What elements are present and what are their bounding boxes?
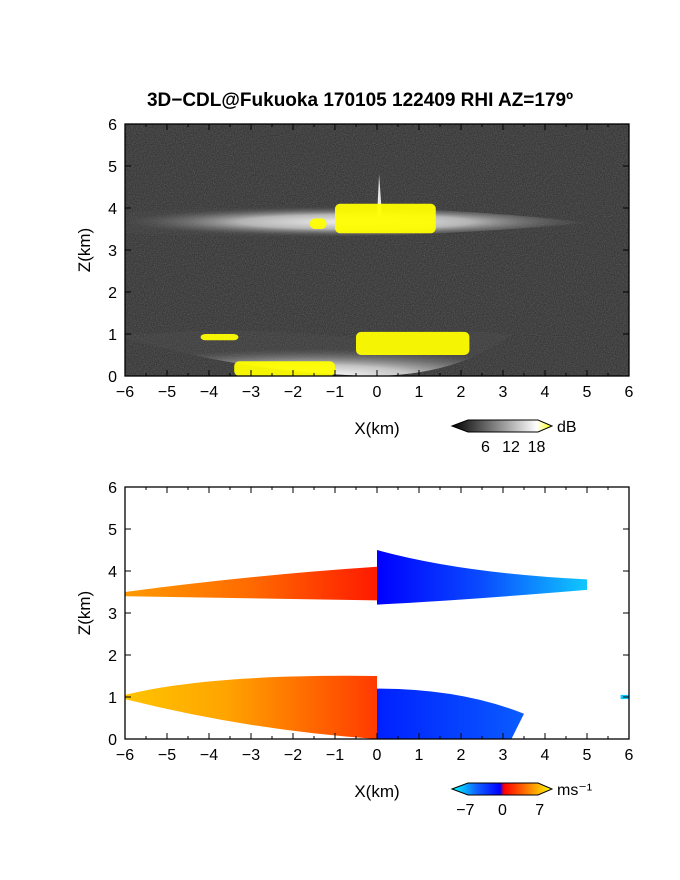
x-tick-label: −1 — [326, 747, 344, 764]
figure-title: 3D−CDL@Fukuoka 170105 122409 RHI AZ=179º — [147, 90, 573, 111]
y-tick-label: 1 — [108, 690, 117, 707]
colorbar-velocity: ms⁻¹ −7 0 7 — [450, 782, 592, 819]
y-tick-label: 6 — [108, 480, 117, 497]
y-axis-label: Z(km) — [75, 591, 94, 635]
x-tick-label: 1 — [415, 384, 424, 401]
velocity-layer — [377, 688, 524, 739]
colorbar-bar — [450, 782, 554, 796]
saturated-region — [234, 361, 335, 376]
x-tick-label: −6 — [116, 384, 134, 401]
x-tick-label: 3 — [499, 384, 508, 401]
y-tick-label: 1 — [108, 327, 117, 344]
saturated-region — [356, 331, 470, 355]
x-tick-label: 2 — [457, 747, 466, 764]
y-tick-label: 3 — [108, 243, 117, 260]
x-tick-label: 2 — [457, 384, 466, 401]
x-tick-label: 4 — [541, 747, 550, 764]
x-tick-label: −4 — [200, 747, 218, 764]
saturated-region — [335, 203, 436, 234]
x-tick-label: 6 — [625, 384, 634, 401]
x-axis-label: X(km) — [354, 782, 399, 801]
colorbar-unit: ms⁻¹ — [557, 782, 592, 799]
x-tick-label: −4 — [200, 384, 218, 401]
x-tick-label: −2 — [284, 747, 302, 764]
y-tick-label: 0 — [108, 369, 117, 386]
y-tick-label: 5 — [108, 159, 117, 176]
y-tick-label: 2 — [108, 648, 117, 665]
colorbar-tick-label: −7 — [456, 802, 474, 819]
x-tick-label: 4 — [541, 384, 550, 401]
colorbar-unit: dB — [557, 419, 577, 436]
velocity-layer — [377, 550, 587, 605]
x-tick-label: −3 — [242, 747, 260, 764]
x-tick-label: 0 — [373, 384, 382, 401]
colorbar-tick-label: 6 — [481, 439, 490, 456]
saturated-region — [309, 218, 327, 229]
x-tick-label: −6 — [116, 747, 134, 764]
colorbar-bar — [450, 419, 554, 433]
x-tick-label: −1 — [326, 384, 344, 401]
x-tick-label: 6 — [625, 747, 634, 764]
y-tick-label: 4 — [108, 201, 117, 218]
colorbar-tick-label: 0 — [498, 802, 507, 819]
colorbar-tick-label: 18 — [528, 439, 546, 456]
velocity-layer — [125, 675, 377, 739]
y-tick-label: 3 — [108, 606, 117, 623]
x-tick-label: 1 — [415, 747, 424, 764]
x-tick-label: 5 — [583, 384, 592, 401]
y-tick-label: 5 — [108, 522, 117, 539]
x-tick-label: −3 — [242, 384, 260, 401]
x-tick-label: −5 — [158, 747, 176, 764]
colorbar-backscatter: dB 6 12 18 — [450, 419, 577, 456]
colorbar-tick-label: 7 — [535, 802, 544, 819]
y-tick-label: 0 — [108, 732, 117, 749]
saturated-region — [200, 334, 239, 341]
y-tick-label: 6 — [108, 117, 117, 134]
x-axis-label: X(km) — [354, 419, 399, 438]
y-tick-label: 4 — [108, 564, 117, 581]
x-tick-label: 3 — [499, 747, 508, 764]
y-tick-label: 2 — [108, 285, 117, 302]
y-axis-label: Z(km) — [75, 228, 94, 272]
x-tick-label: 5 — [583, 747, 592, 764]
colorbar-tick-label: 12 — [502, 439, 520, 456]
x-tick-label: −5 — [158, 384, 176, 401]
x-tick-label: −2 — [284, 384, 302, 401]
x-tick-label: 0 — [373, 747, 382, 764]
velocity-layer — [125, 566, 377, 601]
